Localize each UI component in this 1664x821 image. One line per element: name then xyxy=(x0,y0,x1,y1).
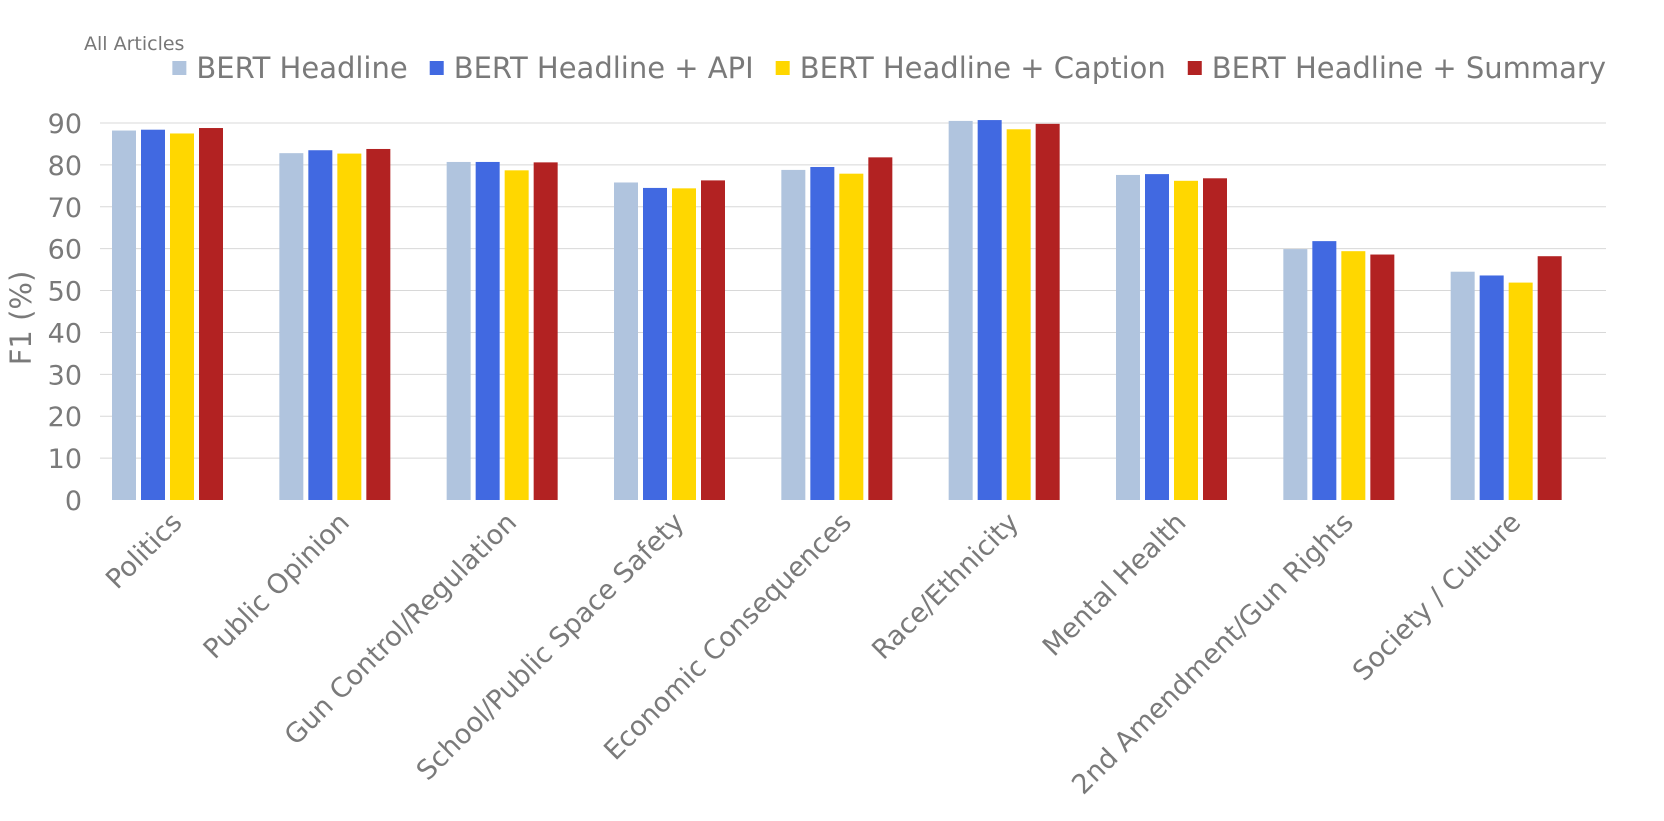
bar-bert-headline-politics xyxy=(112,130,136,501)
bar-bert-headline-api-economic-consequences xyxy=(810,166,835,500)
bar-bert-headline-api-gun-control-regulation xyxy=(475,161,500,500)
legend-label: BERT Headline + Summary xyxy=(1212,51,1606,85)
x-tick-label: Politics xyxy=(100,507,188,595)
bars xyxy=(112,120,1562,501)
x-tick-label: Race/Ethnicity xyxy=(866,507,1025,666)
x-tick-label: Mental Health xyxy=(1037,507,1192,662)
y-tick-label: 30 xyxy=(48,360,82,391)
y-tick-label: 10 xyxy=(48,444,82,475)
bar-bert-headline-caption-society-culture xyxy=(1508,282,1533,500)
bar-bert-headline-summary-society-culture xyxy=(1537,256,1562,500)
y-axis-title: F1 (%) xyxy=(4,271,38,366)
legend: BERT Headline BERT Headline + API BERT Hea… xyxy=(172,51,1606,85)
y-axis-ticks: 0 10 20 30 40 50 60 70 80 90 xyxy=(48,109,82,517)
bar-bert-headline-school-public-space-safety xyxy=(614,182,638,500)
x-tick-label: 2nd Amendment/Gun Rights xyxy=(1066,507,1360,801)
y-tick-label: 90 xyxy=(48,109,82,140)
bar-bert-headline-summary-economic-consequences xyxy=(868,157,893,501)
bar-bert-headline-gun-control-regulation xyxy=(446,161,471,500)
legend-label: BERT Headline + API xyxy=(454,51,754,85)
legend-swatch xyxy=(429,61,444,75)
bar-bert-headline-caption-gun-control-regulation xyxy=(504,170,529,500)
x-tick-label: Society / Culture xyxy=(1347,507,1527,687)
bar-bert-headline-society-culture xyxy=(1450,271,1475,500)
bar-bert-headline-caption-economic-consequences xyxy=(839,173,864,501)
bar-bert-headline-api-school-public-space-safety xyxy=(643,187,667,500)
bar-bert-headline-summary-school-public-space-safety xyxy=(701,180,725,501)
y-tick-label: 80 xyxy=(48,151,82,182)
bar-bert-headline-summary-politics xyxy=(199,128,223,500)
bar-bert-headline-caption-mental-health xyxy=(1174,180,1198,500)
legend-swatch xyxy=(172,61,187,75)
legend-label: BERT Headline + Caption xyxy=(800,51,1166,85)
bar-bert-headline-summary-race-ethnicity xyxy=(1035,123,1060,501)
bar-bert-headline-api-race-ethnicity xyxy=(977,120,1002,500)
chart-subtitle: All Articles xyxy=(84,33,184,55)
y-tick-label: 70 xyxy=(48,193,82,224)
bar-bert-headline-caption-politics xyxy=(170,133,194,500)
bar-bert-headline-public-opinion xyxy=(279,153,304,500)
bar-bert-headline-api-society-culture xyxy=(1479,275,1504,500)
bar-bert-headline-caption-2nd-amendment-gun-rights xyxy=(1341,251,1366,500)
x-tick-label: Public Opinion xyxy=(198,507,356,665)
legend-swatch xyxy=(1187,61,1202,75)
bar-bert-headline-mental-health xyxy=(1116,174,1140,501)
legend-swatch xyxy=(775,61,790,75)
bar-bert-headline-api-public-opinion xyxy=(308,150,333,500)
y-tick-label: 50 xyxy=(48,277,82,308)
bar-bert-headline-caption-public-opinion xyxy=(337,153,362,500)
bar-bert-headline-summary-gun-control-regulation xyxy=(533,162,558,500)
bar-bert-headline-api-2nd-amendment-gun-rights xyxy=(1312,241,1337,501)
y-tick-label: 20 xyxy=(48,402,82,433)
bar-bert-headline-summary-public-opinion xyxy=(366,148,391,500)
bar-bert-headline-caption-school-public-space-safety xyxy=(672,188,696,500)
legend-label: BERT Headline xyxy=(196,51,407,85)
bar-bert-headline-race-ethnicity xyxy=(948,120,973,501)
y-tick-label: 60 xyxy=(48,235,82,266)
y-tick-label: 0 xyxy=(65,486,82,517)
bar-bert-headline-summary-mental-health xyxy=(1203,178,1227,500)
bar-bert-headline-summary-2nd-amendment-gun-rights xyxy=(1370,254,1395,500)
bar-bert-headline-economic-consequences xyxy=(781,169,806,500)
bar-bert-headline-caption-race-ethnicity xyxy=(1006,129,1031,501)
bar-bert-headline-2nd-amendment-gun-rights xyxy=(1283,249,1308,500)
bar-bert-headline-api-politics xyxy=(141,129,165,501)
y-tick-label: 40 xyxy=(48,318,82,349)
x-tick-label: School/Public Space Safety xyxy=(411,507,691,787)
bar-bert-headline-api-mental-health xyxy=(1145,174,1169,501)
